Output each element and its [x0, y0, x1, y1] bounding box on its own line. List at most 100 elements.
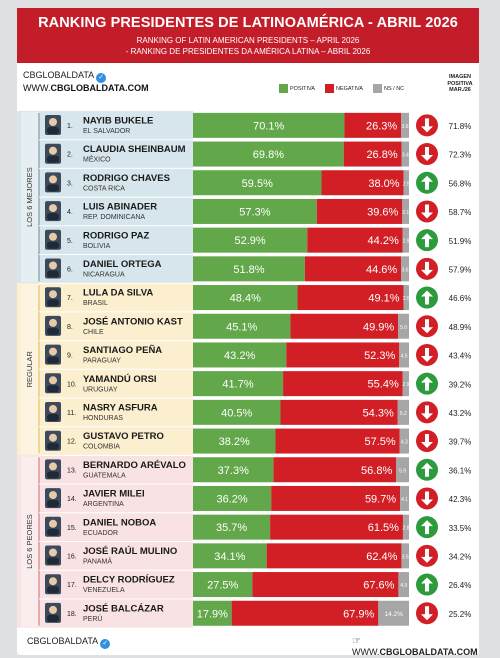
- avatar-face: [49, 204, 57, 213]
- legend-negative: NEGATIVA: [324, 84, 363, 93]
- previous-positive-value: 46.6%: [449, 294, 472, 303]
- bar-nsnc: [398, 572, 409, 598]
- nsnc-value-label: 2.5: [403, 181, 410, 187]
- positive-value-label: 69.8%: [253, 149, 284, 161]
- avatar-suit: [47, 471, 59, 479]
- country-name: REP. DOMINICANA: [83, 214, 145, 221]
- country-name: COLOMBIA: [83, 444, 120, 451]
- bar-nsnc: [397, 399, 409, 425]
- country-name: PERÚ: [83, 614, 102, 623]
- country-name: EL SALVADOR: [83, 128, 130, 135]
- group-label: LOS 6 PEORES: [25, 514, 34, 569]
- avatar-suit: [47, 299, 59, 307]
- nsnc-value-label: 4.9: [400, 583, 407, 589]
- country-name: URUGUAY: [83, 386, 118, 393]
- bar-positive: [193, 112, 345, 138]
- rank-number: 10.: [67, 381, 77, 388]
- country-name: PANAMÁ: [83, 557, 112, 566]
- brand-name-text: CBGLOBALDATA: [23, 70, 95, 80]
- legend-swatch-negative: [324, 84, 334, 93]
- bar-negative: [231, 600, 379, 626]
- positive-value-label: 45.1%: [226, 321, 257, 333]
- avatar-face: [49, 577, 57, 586]
- avatar-suit: [47, 414, 59, 421]
- president-name: JOSÉ ANTONIO KAST: [83, 316, 183, 327]
- president-name: LULA DA SILVA: [83, 288, 153, 299]
- bar-negative: [280, 399, 398, 425]
- arrow-up-glyph: [421, 520, 433, 535]
- avatar-face: [49, 175, 57, 184]
- rank-number: 9.: [67, 353, 73, 360]
- avatar-suit: [47, 356, 59, 364]
- rank-number: 14.: [67, 496, 77, 503]
- avatar-suit: [47, 241, 59, 249]
- bar-nsnc: [400, 485, 409, 511]
- negative-value-label: 61.5%: [368, 522, 399, 534]
- rank-number: 16.: [67, 554, 77, 561]
- brand-website[interactable]: WWW.CBGLOBALDATA.COM: [23, 83, 149, 93]
- previous-image-header-line3: MAR./26: [449, 87, 471, 93]
- rank-number: 3.: [67, 180, 73, 187]
- bar-negative: [297, 285, 404, 311]
- positive-value-label: 37.3%: [218, 465, 249, 477]
- nsnc-value-label: 2.5: [403, 296, 410, 302]
- bar-positive: [193, 399, 281, 425]
- country-name: NICARAGUA: [83, 272, 125, 279]
- arrow-up-glyph: [421, 462, 433, 477]
- bar-positive: [193, 227, 308, 253]
- bar-negative: [290, 313, 399, 339]
- avatar-face: [49, 232, 57, 241]
- previous-image-header: IMAGEN POSITIVA MAR./26: [443, 74, 477, 94]
- rank-number: 6.: [67, 267, 73, 274]
- chart-subtitle-english: RANKING OF LATIN AMERICAN PRESIDENTS – A…: [136, 36, 360, 45]
- bar-nsnc: [401, 256, 409, 282]
- avatar-face: [49, 491, 57, 500]
- country-name: BRASIL: [83, 300, 108, 307]
- previous-positive-value: 57.9%: [449, 266, 472, 275]
- president-name: DANIEL ORTEGA: [83, 259, 162, 270]
- negative-value-label: 26.3%: [366, 120, 397, 132]
- brand-name: CBGLOBALDATA ✓: [23, 70, 107, 83]
- president-name: DANIEL NOBOA: [83, 517, 156, 528]
- bar-negative: [286, 342, 400, 368]
- rank-number: 12.: [67, 439, 77, 446]
- footer-website[interactable]: ☞WWW.CBGLOBALDATA.COM: [352, 636, 479, 657]
- legend-nsnc-label: NS / NC: [383, 85, 405, 92]
- bar-negative: [321, 170, 404, 196]
- previous-positive-value: 43.4%: [449, 352, 472, 361]
- negative-value-label: 39.6%: [367, 206, 398, 218]
- legend-nsnc: NS / NC: [372, 84, 405, 93]
- arrow-down-glyph: [421, 434, 433, 449]
- nsnc-value-label: 3.1: [402, 210, 409, 216]
- previous-positive-value: 43.2%: [449, 409, 472, 418]
- country-name: BOLIVIA: [83, 243, 111, 250]
- bar-negative: [273, 457, 397, 483]
- country-name: HONDURAS: [83, 415, 123, 422]
- avatar-face: [49, 548, 57, 557]
- bar-negative: [343, 141, 402, 167]
- nsnc-value-label: 2.9: [402, 239, 409, 245]
- arrow-down-glyph: [421, 319, 433, 334]
- previous-positive-value: 56.8%: [449, 179, 472, 188]
- country-name: VENEZUELA: [83, 587, 125, 594]
- previous-positive-value: 71.8%: [449, 122, 472, 131]
- footer-website-prefix: WWW.: [352, 647, 380, 657]
- arrow-up-glyph: [421, 290, 433, 305]
- bar-negative: [271, 485, 401, 511]
- rank-number: 2.: [67, 152, 73, 159]
- avatar-face: [49, 519, 57, 528]
- arrow-down-glyph: [421, 118, 433, 133]
- bar-nsnc: [378, 600, 409, 626]
- rank-number: 11.: [67, 410, 76, 417]
- arrow-up-glyph: [421, 233, 433, 248]
- previous-image-header-line2: POSITIVA: [447, 80, 473, 87]
- previous-positive-value: 36.1%: [449, 466, 472, 475]
- president-name: BERNARDO ARÉVALO: [83, 460, 186, 471]
- previous-positive-value: 25.2%: [449, 610, 472, 619]
- avatar-face: [49, 146, 57, 155]
- rank-number: 4.: [67, 209, 73, 216]
- negative-value-label: 49.9%: [363, 321, 394, 333]
- previous-positive-value: 58.7%: [449, 208, 472, 217]
- ranking-chart: LOS 6 MEJORES REGULAR LOS 6 PEORES 1. NAYIB …: [17, 111, 472, 628]
- bar-negative: [275, 428, 400, 454]
